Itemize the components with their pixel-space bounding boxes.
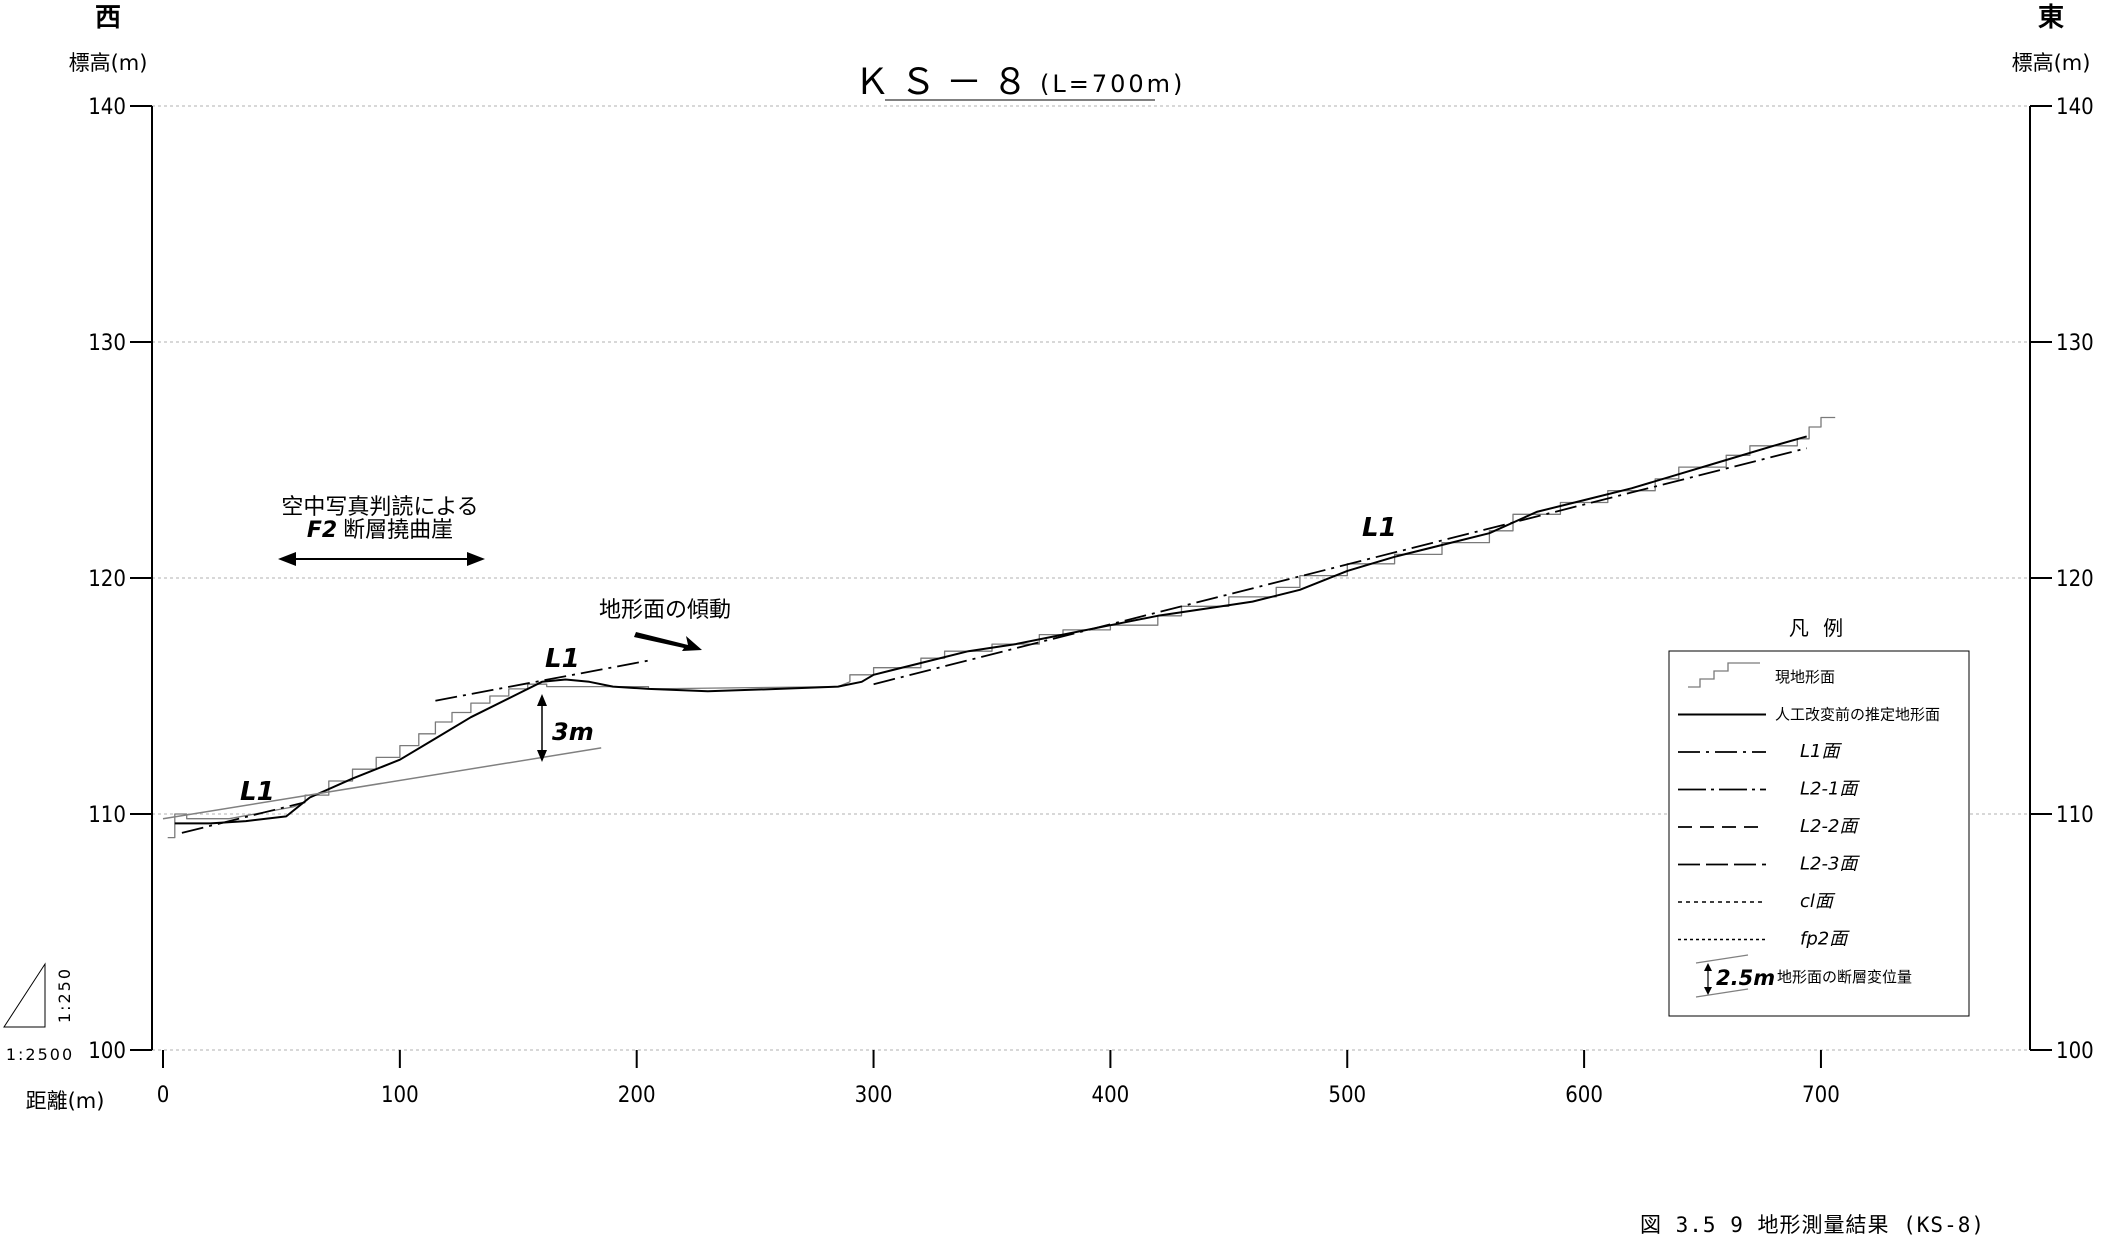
y-tick-label-left-130: 130 (88, 331, 126, 356)
legend-label-5: L2-2面 (1800, 816, 1860, 837)
x-tick-label-700: 700 (1802, 1083, 1840, 1108)
x-tick-label-200: 200 (618, 1083, 656, 1108)
y-tick-label-left-110: 110 (88, 803, 126, 828)
l1-label-3: L1 (1362, 513, 1397, 543)
legend-item-5: L2-2面 (1678, 816, 1860, 837)
legend-item-6: L2-3面 (1678, 854, 1860, 875)
legend-item-3: L1面 (1678, 741, 1842, 762)
fault-desc: 断層撓曲崖 (343, 518, 453, 543)
legend-swatch-stepped (1688, 662, 1760, 688)
series-dash-dot-segment-1 (181, 801, 306, 834)
legend-label-3: L1面 (1800, 741, 1842, 762)
series-layer (162, 416, 1836, 839)
legend-label-7: cl面 (1800, 891, 1836, 912)
y-axis-label-right: 標高(m) (2012, 51, 2091, 75)
y-tick-label-right-140: 140 (2056, 95, 2094, 120)
l1-label-1: L1 (240, 777, 275, 807)
grid-layer (152, 105, 2030, 1051)
fault-annotation-line2: F2 断層撓曲崖 (307, 518, 453, 543)
east-label: 東 (2038, 3, 2064, 33)
series-stepped-gray-line (167, 416, 1836, 839)
fault-name: F2 (307, 518, 337, 543)
legend-item-1: 現地形面 (1688, 662, 1835, 688)
legend-label-2: 人工改変前の推定地形面 (1775, 706, 1940, 724)
legend-item-4: L2-1面 (1678, 779, 1860, 800)
y-tick-label-left-120: 120 (88, 567, 126, 592)
chart-title: ＫＳ－８ (854, 62, 1038, 103)
displacement-label: 3m (552, 718, 594, 746)
legend-label-9: 地形面の断層変位量 (1777, 968, 1912, 986)
legend-box (1668, 650, 1970, 1017)
y-tick-label-left-140: 140 (88, 95, 126, 120)
scale-vertical: 1:250 (55, 967, 74, 1023)
legend-swatch-lower (1695, 988, 1749, 998)
y-tick-label-right-110: 110 (2056, 803, 2094, 828)
y-tick-label-right-100: 100 (2056, 1039, 2094, 1064)
scale-indicator: 1:250 1:2500 (3, 962, 74, 1064)
y-tick-label-right-120: 120 (2056, 567, 2094, 592)
tilt-annotation: 地形面の傾動 (599, 598, 731, 623)
y-axis-label-left: 標高(m) (69, 51, 148, 75)
y-tick-label-right-130: 130 (2056, 331, 2094, 356)
legend-title: 凡 例 (1789, 616, 1847, 640)
legend-label-1: 現地形面 (1775, 668, 1835, 686)
x-tick-label-0: 0 (157, 1083, 170, 1108)
fault-annotation-line1: 空中写真判読による (281, 495, 478, 520)
legend-label-4: L2-1面 (1800, 779, 1860, 800)
x-tick-label-600: 600 (1565, 1083, 1603, 1108)
x-tick-label-300: 300 (855, 1083, 893, 1108)
west-label: 西 (95, 3, 121, 33)
displacement-marker (537, 694, 547, 762)
x-tick-label-500: 500 (1328, 1083, 1366, 1108)
legend-item-7: cl面 (1678, 891, 1836, 912)
figure-caption: 図 3.5 9 地形測量結果 (KS-8) (1640, 1213, 1985, 1237)
legend-swatch-upper (1695, 954, 1749, 964)
tilt-arrow-icon (634, 632, 702, 651)
fault-extent-arrow (278, 552, 485, 566)
legend-swatch-arrow-down (1704, 987, 1712, 995)
axes-layer: 100 100 110 110 120 120 130 130 140 140 0 100 200 300… (88, 95, 2094, 1108)
series-gray-thin-line (162, 747, 602, 820)
legend-label-6: L2-3面 (1800, 854, 1860, 875)
scale-horizontal: 1:2500 (6, 1045, 74, 1064)
legend-item-8: fp2面 (1678, 929, 1850, 950)
legend-sample-value: 2.5m (1716, 966, 1775, 990)
x-axis-label: 距離(m) (26, 1089, 105, 1113)
legend-item-2: 人工改変前の推定地形面 (1678, 706, 1940, 724)
legend-label-8: fp2面 (1800, 929, 1850, 950)
chart-subtitle: (L=700m) (1040, 70, 1185, 98)
legend-swatch-arrow-up (1704, 963, 1712, 971)
x-tick-label-400: 400 (1092, 1083, 1130, 1108)
l1-label-2: L1 (545, 644, 580, 674)
x-tick-label-100: 100 (381, 1083, 419, 1108)
y-tick-label-left-100: 100 (88, 1039, 126, 1064)
series-dash-dot-segment-3 (873, 447, 1807, 686)
legend-item-9: 2.5m 地形面の断層変位量 (1695, 954, 1912, 998)
